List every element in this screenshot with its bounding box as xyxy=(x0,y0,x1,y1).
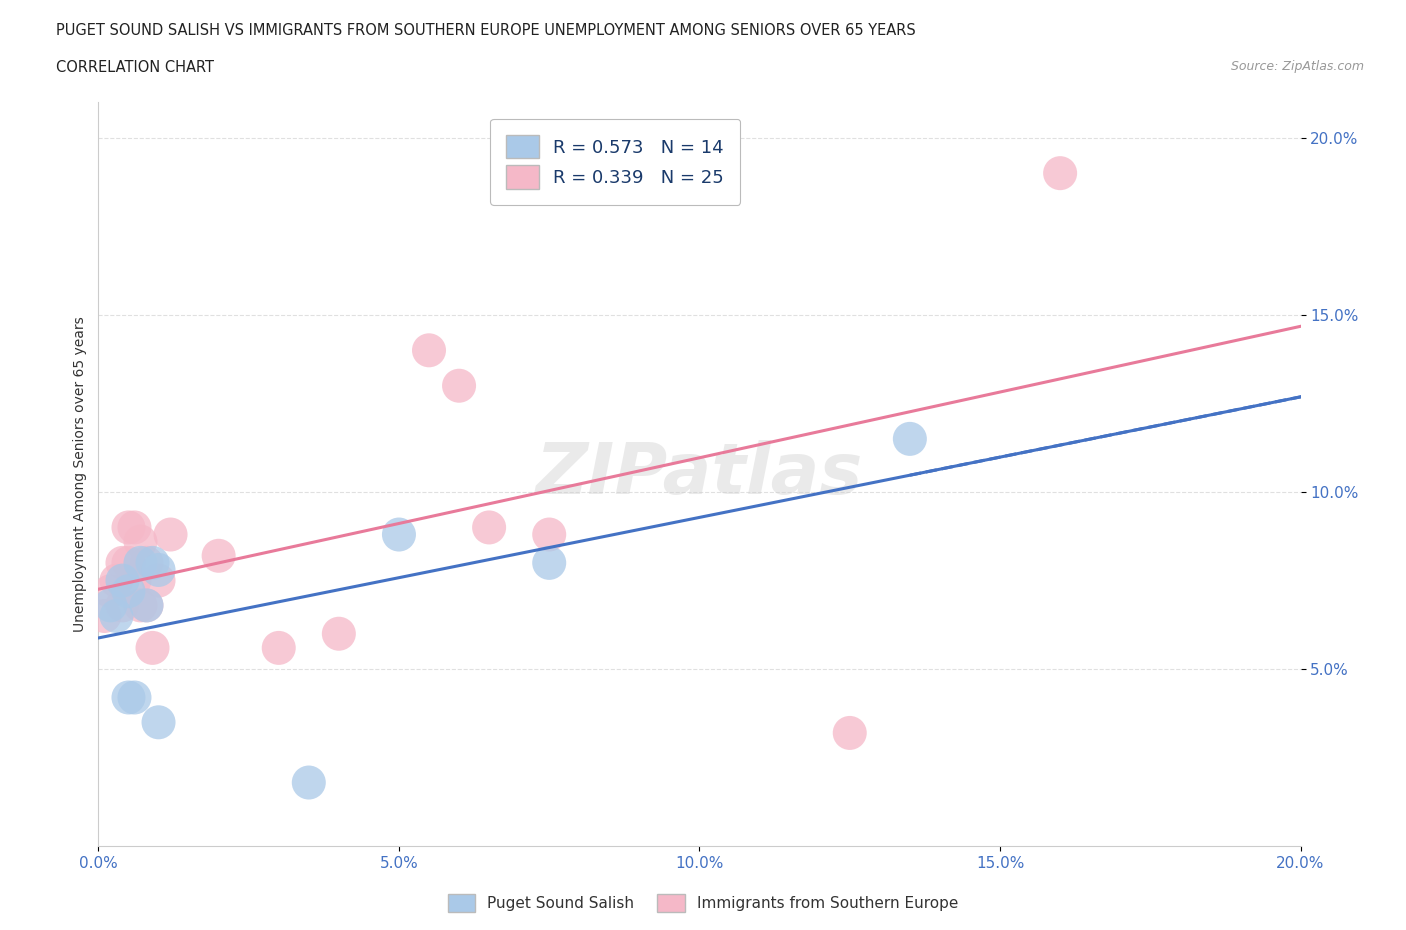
Point xyxy=(538,555,561,570)
Point xyxy=(111,555,134,570)
Point xyxy=(124,520,146,535)
Point xyxy=(447,379,470,393)
Point xyxy=(135,598,157,613)
Point xyxy=(478,520,501,535)
Point xyxy=(208,549,231,564)
Point xyxy=(135,555,157,570)
Point xyxy=(117,555,139,570)
Point xyxy=(267,641,290,656)
Point xyxy=(298,775,321,790)
Point xyxy=(388,527,411,542)
Point xyxy=(105,573,128,588)
Point xyxy=(148,715,170,730)
Legend: Puget Sound Salish, Immigrants from Southern Europe: Puget Sound Salish, Immigrants from Sout… xyxy=(441,888,965,918)
Point xyxy=(159,527,181,542)
Point xyxy=(111,573,134,588)
Point xyxy=(898,432,921,446)
Point xyxy=(1049,166,1071,180)
Text: Source: ZipAtlas.com: Source: ZipAtlas.com xyxy=(1230,60,1364,73)
Point xyxy=(93,608,115,623)
Point xyxy=(100,598,122,613)
Text: ZIPatlas: ZIPatlas xyxy=(536,440,863,509)
Point xyxy=(129,598,152,613)
Point xyxy=(129,534,152,549)
Point xyxy=(129,555,152,570)
Point xyxy=(148,563,170,578)
Point xyxy=(124,690,146,705)
Text: PUGET SOUND SALISH VS IMMIGRANTS FROM SOUTHERN EUROPE UNEMPLOYMENT AMONG SENIORS: PUGET SOUND SALISH VS IMMIGRANTS FROM SO… xyxy=(56,23,915,38)
Point xyxy=(141,641,163,656)
Point xyxy=(117,520,139,535)
Point xyxy=(135,598,157,613)
Point xyxy=(117,584,139,599)
Point xyxy=(124,573,146,588)
Point xyxy=(148,573,170,588)
Legend: R = 0.573   N = 14, R = 0.339   N = 25: R = 0.573 N = 14, R = 0.339 N = 25 xyxy=(491,119,741,205)
Point xyxy=(538,527,561,542)
Point xyxy=(111,598,134,613)
Point xyxy=(418,343,440,358)
Point xyxy=(838,725,860,740)
Point xyxy=(100,584,122,599)
Point xyxy=(105,608,128,623)
Point xyxy=(141,555,163,570)
Y-axis label: Unemployment Among Seniors over 65 years: Unemployment Among Seniors over 65 years xyxy=(73,316,87,632)
Point xyxy=(328,626,350,641)
Text: CORRELATION CHART: CORRELATION CHART xyxy=(56,60,214,75)
Point xyxy=(117,690,139,705)
